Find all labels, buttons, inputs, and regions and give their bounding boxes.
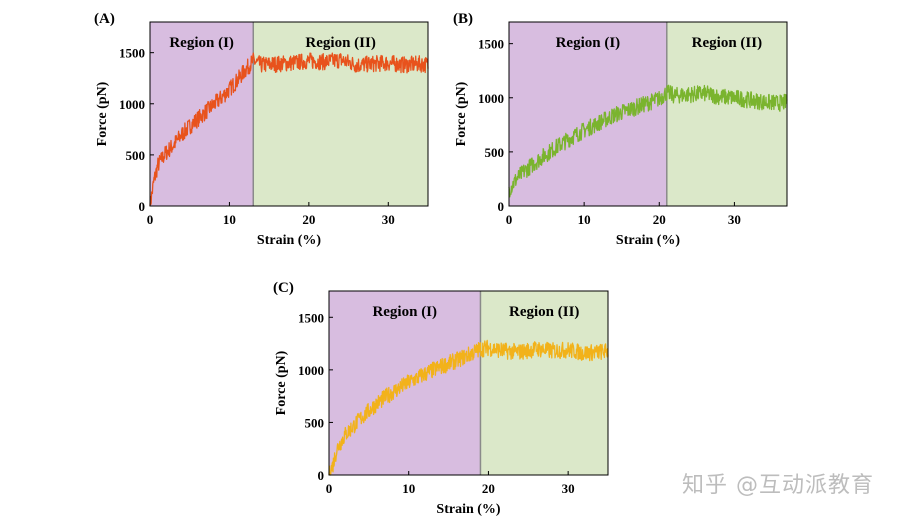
- y-tick-label: 1000: [478, 91, 504, 106]
- y-axis-label: Force (pN): [274, 350, 289, 415]
- force-trace: [328, 339, 609, 476]
- x-axis-label: Strain (%): [257, 233, 322, 248]
- x-tick-label: 10: [578, 212, 591, 227]
- region-label: Region (II): [305, 35, 375, 51]
- region-label: Region (I): [556, 35, 621, 51]
- y-tick-label: 0: [139, 199, 146, 214]
- y-tick-label: 1500: [478, 37, 504, 52]
- plot-frame: [149, 21, 429, 207]
- x-tick-label: 20: [653, 212, 666, 227]
- x-tick-label: 30: [562, 481, 575, 496]
- region-label: Region (I): [372, 304, 437, 320]
- y-axis-label: Force (pN): [95, 81, 110, 146]
- panel-label: (A): [94, 11, 115, 27]
- region-band: [253, 22, 428, 206]
- x-tick-label: 20: [482, 481, 495, 496]
- x-tick-label: 10: [223, 212, 236, 227]
- x-tick-label: 20: [302, 212, 315, 227]
- y-tick-label: 0: [498, 199, 505, 214]
- region-label: Region (I): [169, 35, 234, 51]
- y-tick-label: 1000: [298, 363, 324, 378]
- y-tick-label: 500: [305, 415, 325, 430]
- x-tick-label: 30: [728, 212, 741, 227]
- y-tick-label: 500: [126, 148, 146, 163]
- plot-frame: [328, 290, 609, 476]
- x-tick-label: 10: [402, 481, 415, 496]
- plot-frame: [508, 21, 788, 207]
- chart-panel: Region (I) Region (II) 0 10 20 30 0 500 1000 1500…: [453, 11, 788, 248]
- chart-panel: Region (I) Region (II) 0 10 20 30 0 500 1000 1500…: [94, 11, 429, 248]
- y-tick-label: 500: [485, 145, 505, 160]
- y-tick-label: 0: [318, 468, 325, 483]
- x-tick-label: 0: [506, 212, 513, 227]
- x-axis-label: Strain (%): [616, 233, 681, 248]
- y-tick-label: 1500: [119, 46, 145, 61]
- x-tick-label: 0: [147, 212, 154, 227]
- watermark: 知乎 @互动派教育: [682, 473, 874, 498]
- chart-panel: Region (I) Region (II) 0 10 20 30 0 500 1000 1500…: [273, 280, 609, 517]
- y-tick-label: 1500: [298, 310, 324, 325]
- x-tick-label: 0: [326, 481, 333, 496]
- region-band: [509, 22, 667, 206]
- panel-label: (C): [273, 280, 294, 296]
- y-axis-label: Force (pN): [454, 81, 469, 146]
- panel-label: (B): [453, 11, 473, 27]
- x-tick-label: 30: [382, 212, 395, 227]
- region-band: [666, 22, 787, 206]
- force-trace: [508, 84, 788, 198]
- y-tick-label: 1000: [119, 97, 145, 112]
- region-label: Region (II): [692, 35, 762, 51]
- force-trace: [149, 52, 429, 207]
- x-axis-label: Strain (%): [436, 502, 501, 517]
- region-label: Region (II): [509, 304, 579, 320]
- region-band: [480, 291, 608, 475]
